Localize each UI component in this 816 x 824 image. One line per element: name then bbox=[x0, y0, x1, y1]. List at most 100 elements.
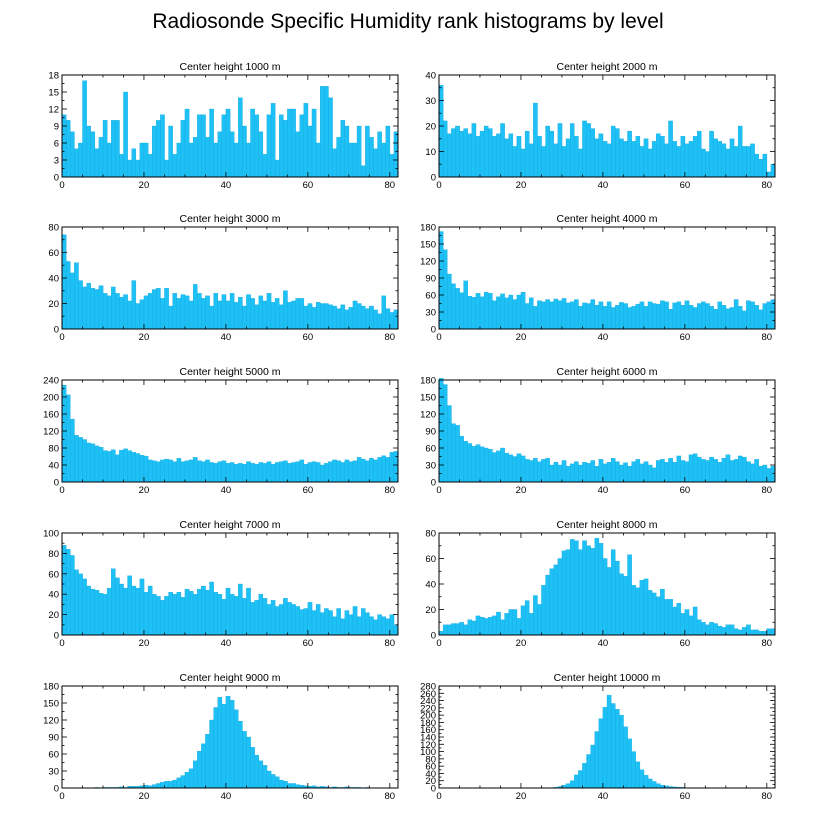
histogram-bar bbox=[639, 146, 645, 178]
histogram-bar bbox=[451, 623, 456, 636]
histogram-bar bbox=[373, 459, 378, 483]
y-tick-label: 60 bbox=[425, 444, 436, 455]
histogram-bar bbox=[705, 460, 710, 483]
histogram-bar bbox=[483, 292, 489, 330]
histogram-bar bbox=[684, 143, 690, 178]
x-tick-label: 80 bbox=[385, 791, 396, 802]
x-tick-label: 20 bbox=[516, 180, 527, 191]
histogram-bar bbox=[623, 462, 628, 483]
histogram-bar bbox=[258, 594, 264, 636]
histogram-bar bbox=[631, 461, 636, 483]
y-tick-label: 60 bbox=[425, 554, 436, 565]
histogram-bar bbox=[553, 298, 559, 330]
histogram-bar bbox=[242, 305, 247, 330]
histogram-bar bbox=[238, 720, 243, 789]
histogram-bar bbox=[119, 154, 124, 178]
histogram-bar bbox=[610, 458, 616, 483]
histogram-bar bbox=[451, 128, 456, 178]
histogram-bar bbox=[188, 768, 194, 789]
histogram-bar bbox=[680, 460, 686, 483]
histogram-bar bbox=[586, 303, 591, 330]
histogram-bar bbox=[737, 455, 743, 483]
histogram-bar bbox=[762, 303, 768, 330]
histogram-bar bbox=[221, 460, 227, 483]
histogram-bar bbox=[475, 293, 481, 330]
histogram-panel: Center height 10000 m0 20 40 60 800204060801… bbox=[420, 672, 776, 802]
y-tick-label: 260 bbox=[420, 689, 436, 700]
y-tick-label: 100 bbox=[420, 747, 436, 758]
histogram-bar bbox=[668, 120, 673, 178]
histogram-bar bbox=[496, 133, 501, 178]
histogram-bar bbox=[545, 125, 550, 178]
histogram-bar bbox=[352, 300, 358, 330]
histogram-bar bbox=[582, 540, 587, 636]
histogram-bar bbox=[758, 309, 764, 330]
histogram-bar bbox=[582, 462, 587, 483]
histogram-bar bbox=[74, 148, 79, 178]
histogram-bar bbox=[643, 578, 649, 636]
histogram-bar bbox=[172, 594, 178, 636]
histogram-bar bbox=[209, 462, 214, 483]
histogram-bar bbox=[615, 128, 620, 178]
histogram-bar bbox=[639, 463, 645, 483]
histogram-bar bbox=[266, 461, 272, 483]
histogram-bar bbox=[262, 154, 268, 178]
histogram-bar bbox=[90, 288, 96, 330]
figure-title: Radiosonde Specific Humidity rank histog… bbox=[152, 10, 663, 33]
histogram-bar bbox=[488, 293, 493, 330]
histogram-bar bbox=[713, 309, 718, 330]
histogram-bar bbox=[213, 142, 219, 178]
histogram-bar bbox=[574, 299, 579, 330]
histogram-bar bbox=[176, 458, 182, 483]
histogram-bar bbox=[705, 624, 710, 636]
histogram-bar bbox=[475, 615, 481, 636]
x-tick-label: 20 bbox=[516, 638, 527, 649]
histogram-bar bbox=[557, 558, 563, 636]
histogram-bar bbox=[565, 549, 571, 636]
histogram-bar bbox=[250, 108, 255, 178]
histogram-bar bbox=[283, 781, 288, 789]
histogram-bar bbox=[176, 592, 182, 636]
histogram-bar bbox=[156, 288, 161, 330]
y-tick-label: 120 bbox=[43, 427, 59, 438]
histogram-bar bbox=[70, 131, 75, 178]
histogram-bar bbox=[529, 460, 534, 483]
histogram-bar bbox=[115, 293, 120, 330]
histogram-bar bbox=[123, 294, 128, 330]
histogram-bar bbox=[344, 610, 350, 636]
histogram-bar bbox=[340, 618, 346, 636]
histogram-bar bbox=[315, 604, 321, 636]
histogram-bar bbox=[348, 307, 354, 330]
histogram-bar bbox=[610, 703, 616, 789]
histogram-bar bbox=[295, 606, 300, 636]
histogram-bar bbox=[705, 151, 710, 178]
histogram-bar bbox=[209, 305, 214, 330]
histogram-bar bbox=[594, 465, 600, 483]
histogram-bar bbox=[143, 295, 149, 330]
x-tick-label: 40 bbox=[221, 638, 232, 649]
histogram-bar bbox=[336, 308, 341, 330]
y-tick-label: 0 bbox=[54, 173, 59, 184]
histogram-bar bbox=[176, 777, 182, 789]
y-tick-label: 240 bbox=[420, 696, 436, 707]
histogram-bar bbox=[151, 289, 157, 330]
histogram-bar bbox=[201, 585, 206, 636]
histogram-bar bbox=[348, 614, 354, 636]
histogram-bar bbox=[123, 448, 128, 483]
histogram-bar bbox=[479, 130, 485, 178]
histogram-bar bbox=[328, 304, 333, 330]
histogram-bar bbox=[225, 108, 231, 178]
histogram-bar bbox=[250, 602, 255, 636]
histogram-bar bbox=[451, 423, 456, 483]
histogram-bar bbox=[365, 125, 370, 178]
x-tick-label: 0 bbox=[436, 485, 441, 496]
histogram-bar bbox=[356, 616, 362, 636]
histogram-bar bbox=[492, 136, 497, 178]
histogram-bar bbox=[233, 142, 239, 178]
histogram-panel: Center height 5000 m 0 20 40 60 80 0 40 80 120 160… bbox=[43, 366, 399, 496]
histogram-panel: Center height 6000 m 0 20 40 60 80 0 30 60 90 120 1… bbox=[420, 366, 776, 496]
histogram-bar bbox=[283, 120, 288, 178]
x-tick-label: 20 bbox=[139, 332, 150, 343]
histogram-bar bbox=[270, 774, 276, 789]
histogram-bar bbox=[295, 461, 300, 483]
